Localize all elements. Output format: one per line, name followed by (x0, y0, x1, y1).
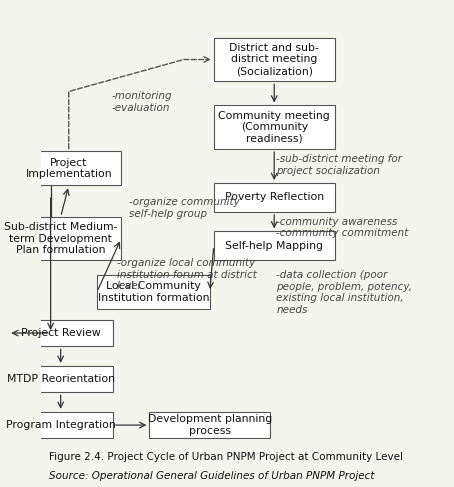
Text: Self-help Mapping: Self-help Mapping (225, 241, 323, 251)
Text: Community meeting
(Community
readiness): Community meeting (Community readiness) (218, 111, 330, 144)
Text: -monitoring
-evaluation: -monitoring -evaluation (111, 91, 172, 112)
FancyBboxPatch shape (8, 412, 113, 438)
Text: -community awareness
-community commitment: -community awareness -community commitme… (276, 217, 409, 239)
Text: Source: Operational General Guidelines of Urban PNPM Project: Source: Operational General Guidelines o… (49, 471, 374, 481)
Text: District and sub-
district meeting
(Socialization): District and sub- district meeting (Soci… (229, 43, 319, 76)
Text: Program Integration: Program Integration (6, 420, 116, 430)
Text: -data collection (poor
people, problem, potency,
existing local institution,
nee: -data collection (poor people, problem, … (276, 270, 412, 315)
Text: -sub-district meeting for
project socialization: -sub-district meeting for project social… (276, 154, 402, 175)
Text: Project
Implementation: Project Implementation (25, 158, 112, 179)
FancyBboxPatch shape (16, 151, 121, 186)
FancyBboxPatch shape (214, 231, 335, 261)
FancyBboxPatch shape (214, 37, 335, 81)
Text: Figure 2.4. Project Cycle of Urban PNPM Project at Community Level: Figure 2.4. Project Cycle of Urban PNPM … (49, 452, 403, 462)
Text: -organize local community
institution forum at district
level: -organize local community institution fo… (117, 258, 257, 291)
FancyBboxPatch shape (0, 217, 121, 261)
Text: Sub-district Medium-
term Development
Plan formulation: Sub-district Medium- term Development Pl… (4, 222, 118, 255)
FancyBboxPatch shape (214, 106, 335, 149)
FancyBboxPatch shape (149, 412, 270, 438)
Text: Project Review: Project Review (21, 328, 101, 338)
FancyBboxPatch shape (97, 275, 210, 309)
Text: -organize community
self-help group: -organize community self-help group (129, 198, 240, 219)
Text: Local Community
Institution formation: Local Community Institution formation (98, 281, 209, 303)
Text: Development planning
process: Development planning process (148, 414, 272, 436)
Text: MTDP Reorientation: MTDP Reorientation (7, 374, 115, 384)
FancyBboxPatch shape (214, 183, 335, 212)
FancyBboxPatch shape (8, 366, 113, 393)
Text: Poverty Reflection: Poverty Reflection (225, 192, 324, 203)
FancyBboxPatch shape (8, 320, 113, 346)
